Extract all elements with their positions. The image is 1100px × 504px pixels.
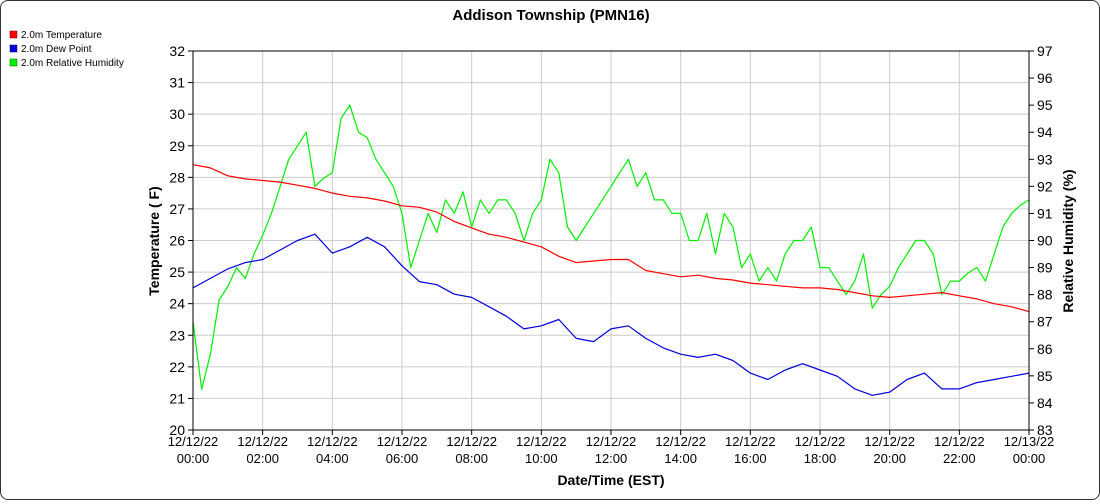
right-tick-label: 96 [1037,70,1053,86]
right-tick-label: 92 [1037,178,1053,194]
right-tick-label: 84 [1037,395,1053,411]
x-axis-ticks: 12/12/22 00:00 12/12/22 02:00 12/12/22 04:00 1… [168,430,1055,466]
x-tick-label-date: 12/12/22 [237,434,288,449]
legend-swatch-dew-point [9,44,18,53]
x-tick-label-time: 16:00 [734,451,767,466]
right-tick-label: 86 [1037,341,1053,357]
x-tick-label-time: 18:00 [804,451,837,466]
x-tick-label-time: 22:00 [943,451,976,466]
left-tick-label: 30 [169,106,185,122]
left-tick-label: 31 [169,75,185,91]
x-tick-label-date: 12/12/22 [516,434,567,449]
plot-area-border [192,50,1030,431]
x-tick-label-date: 12/12/22 [586,434,637,449]
legend-label-dew-point: 2.0m Dew Point [21,44,92,55]
right-tick-label: 91 [1037,205,1053,221]
right-tick-label: 85 [1037,368,1053,384]
x-tick-label-date: 12/12/22 [377,434,428,449]
left-tick-label: 27 [169,201,185,217]
x-tick-label-time: 00:00 [1013,451,1046,466]
legend-swatch-temperature [9,30,18,39]
series-line-2-0m-relative-humidity [192,104,1030,390]
x-tick-label-time: 00:00 [177,451,210,466]
left-tick-label: 25 [169,264,185,280]
x-tick-label-date: 12/13/22 [1004,434,1055,449]
chart-title: Addison Township (PMN16) [452,7,649,24]
x-tick-label-time: 20:00 [873,451,906,466]
x-tick-label-date: 12/12/22 [795,434,846,449]
left-axis-ticks: 20 21 22 23 24 25 26 27 28 29 30 31 32 [169,43,193,438]
y-axis-right-label: Relative Humidity (%) [1060,169,1076,312]
grid [192,50,1030,431]
right-tick-label: 83 [1037,422,1053,438]
legend-label-temperature: 2.0m Temperature [21,30,102,41]
x-tick-label-time: 12:00 [595,451,628,466]
x-axis-label: Date/Time (EST) [557,472,664,488]
left-tick-label: 24 [169,296,185,312]
x-tick-label-date: 12/12/22 [864,434,915,449]
x-tick-label-date: 12/12/22 [307,434,358,449]
x-tick-label-time: 02:00 [246,451,279,466]
series-line-2-0m-temperature [192,164,1030,313]
x-tick-label-time: 06:00 [386,451,419,466]
legend: 2.0m Temperature 2.0m Dew Point 2.0m Rel… [9,30,124,69]
x-tick-label-date: 12/12/22 [934,434,985,449]
right-tick-label: 90 [1037,233,1053,249]
series-layer [192,104,1030,396]
legend-label-relative-humidity: 2.0m Relative Humidity [21,58,124,69]
x-tick-label-date: 12/12/22 [446,434,497,449]
y-axis-left-label: Temperature ( F) [146,186,162,295]
x-tick-label-time: 04:00 [316,451,349,466]
left-tick-label: 21 [169,390,185,406]
right-tick-label: 93 [1037,151,1053,167]
x-tick-label-time: 10:00 [525,451,558,466]
right-tick-label: 97 [1037,43,1053,59]
left-tick-label: 28 [169,169,185,185]
x-tick-label-time: 08:00 [455,451,488,466]
series-line-2-0m-dew-point [192,233,1030,396]
right-tick-label: 88 [1037,287,1053,303]
left-tick-label: 20 [169,422,185,438]
left-tick-label: 22 [169,359,185,375]
left-tick-label: 26 [169,233,185,249]
right-tick-label: 89 [1037,260,1053,276]
legend-swatch-relative-humidity [9,58,18,67]
right-axis-ticks: 83 84 85 86 87 88 89 90 91 92 93 94 95 96 97 [1029,43,1053,438]
right-tick-label: 95 [1037,97,1053,113]
left-tick-label: 23 [169,327,185,343]
x-tick-label-time: 14:00 [664,451,697,466]
x-tick-label-date: 12/12/22 [655,434,706,449]
right-tick-label: 94 [1037,124,1053,140]
left-tick-label: 32 [169,43,185,59]
x-tick-label-date: 12/12/22 [725,434,776,449]
x-tick-label-date: 12/12/22 [168,434,219,449]
left-tick-label: 29 [169,138,185,154]
right-tick-label: 87 [1037,314,1053,330]
